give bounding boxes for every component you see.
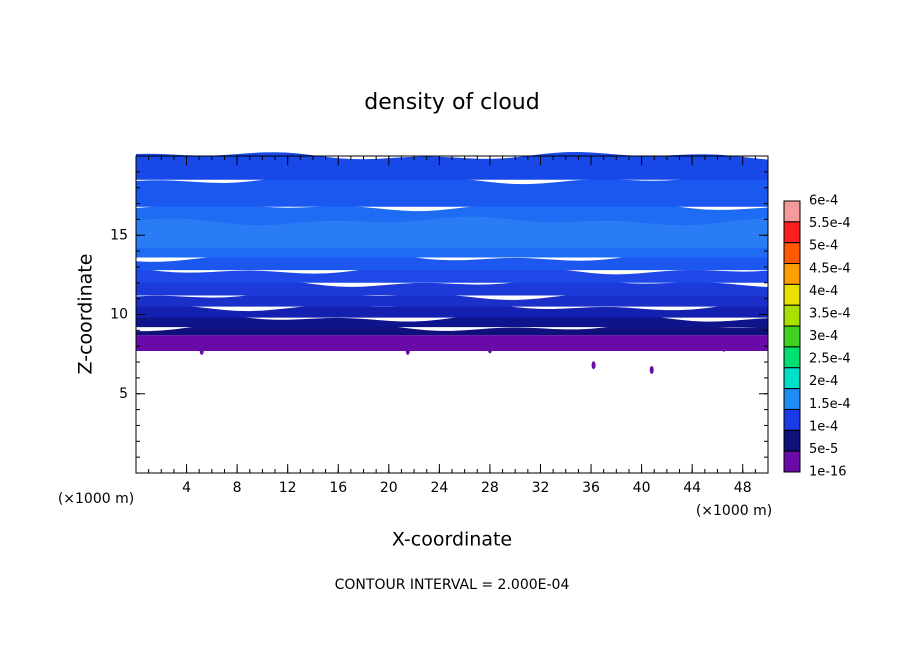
- contour-band: [136, 175, 768, 207]
- contour-band: [136, 266, 768, 283]
- x-tick-label: 36: [582, 480, 600, 496]
- colorbar-swatch: [783, 263, 801, 285]
- colorbar-label: 4e-4: [809, 284, 838, 299]
- colorbar-swatch: [783, 450, 801, 473]
- x-tick-label: 44: [683, 480, 701, 496]
- x-tick-label: 24: [430, 480, 448, 496]
- colorbar-swatch: [783, 221, 801, 244]
- colorbar-swatch: [783, 283, 801, 306]
- contour-band: [136, 253, 768, 271]
- colorbar-label: 1e-4: [809, 419, 838, 434]
- axes: [135, 155, 769, 474]
- contour-band: [136, 322, 768, 336]
- annotation: CONTOUR INTERVAL = 2.000E-04: [335, 577, 570, 593]
- colorbar-label: 4.5e-4: [809, 261, 851, 276]
- x-tick-label: 8: [233, 480, 242, 496]
- colorbar-label: 3e-4: [809, 329, 838, 344]
- colorbar-label: 5e-4: [809, 239, 838, 254]
- colorbar-label: 1.5e-4: [809, 397, 851, 412]
- x-axis-label: X-coordinate: [392, 529, 512, 551]
- contour-band: [136, 302, 768, 318]
- colorbar-swatch: [783, 367, 801, 390]
- contour-speck: [591, 361, 596, 370]
- colorbar-label: 5e-5: [809, 442, 838, 457]
- colorbar-label: 2.5e-4: [809, 352, 851, 367]
- colorbar-label: 6e-4: [809, 194, 838, 209]
- y-tick-label: 15: [110, 227, 128, 243]
- x-tick-label: 16: [329, 480, 347, 496]
- x-tick-label: 32: [532, 480, 550, 496]
- contour-band: [136, 151, 768, 180]
- colorbar-swatch: [783, 388, 801, 410]
- colorbar-label: 2e-4: [809, 374, 838, 389]
- contour-band: [136, 216, 768, 248]
- x-tick-label: 20: [380, 480, 398, 496]
- colorbar-swatch: [783, 242, 801, 265]
- y-axis-label: Z-coordinate: [75, 254, 97, 375]
- x-unit-label: (×1000 m): [58, 491, 134, 507]
- colorbar-label: 1e-16: [809, 465, 847, 480]
- x-tick-label: 4: [182, 480, 191, 496]
- chart-title: density of cloud: [364, 90, 539, 115]
- colorbar-label: 5.5e-4: [809, 216, 851, 231]
- y-tick-label: 10: [110, 307, 128, 323]
- x-tick-label: 40: [633, 480, 651, 496]
- x-unit-label: (×1000 m): [696, 503, 772, 519]
- contour-speck: [721, 343, 726, 352]
- contour-field: [136, 151, 768, 374]
- x-tick-label: 12: [279, 480, 297, 496]
- colorbar-swatch: [783, 429, 801, 452]
- colorbar-label: 3.5e-4: [809, 306, 851, 321]
- contour-band: [136, 335, 768, 351]
- colorbar-swatch: [783, 408, 801, 431]
- x-tick-label: 48: [734, 480, 752, 496]
- colorbar-swatch: [783, 346, 801, 369]
- contour-speck: [649, 365, 654, 374]
- contour-speck: [405, 346, 410, 355]
- colorbar-swatch: [783, 325, 801, 348]
- contour-speck: [199, 346, 204, 355]
- y-tick-label: 5: [119, 386, 128, 402]
- x-tick-label: 28: [481, 480, 499, 496]
- colorbar-swatch: [783, 304, 801, 327]
- contour-speck: [487, 345, 492, 354]
- colorbar-swatch: [783, 200, 801, 223]
